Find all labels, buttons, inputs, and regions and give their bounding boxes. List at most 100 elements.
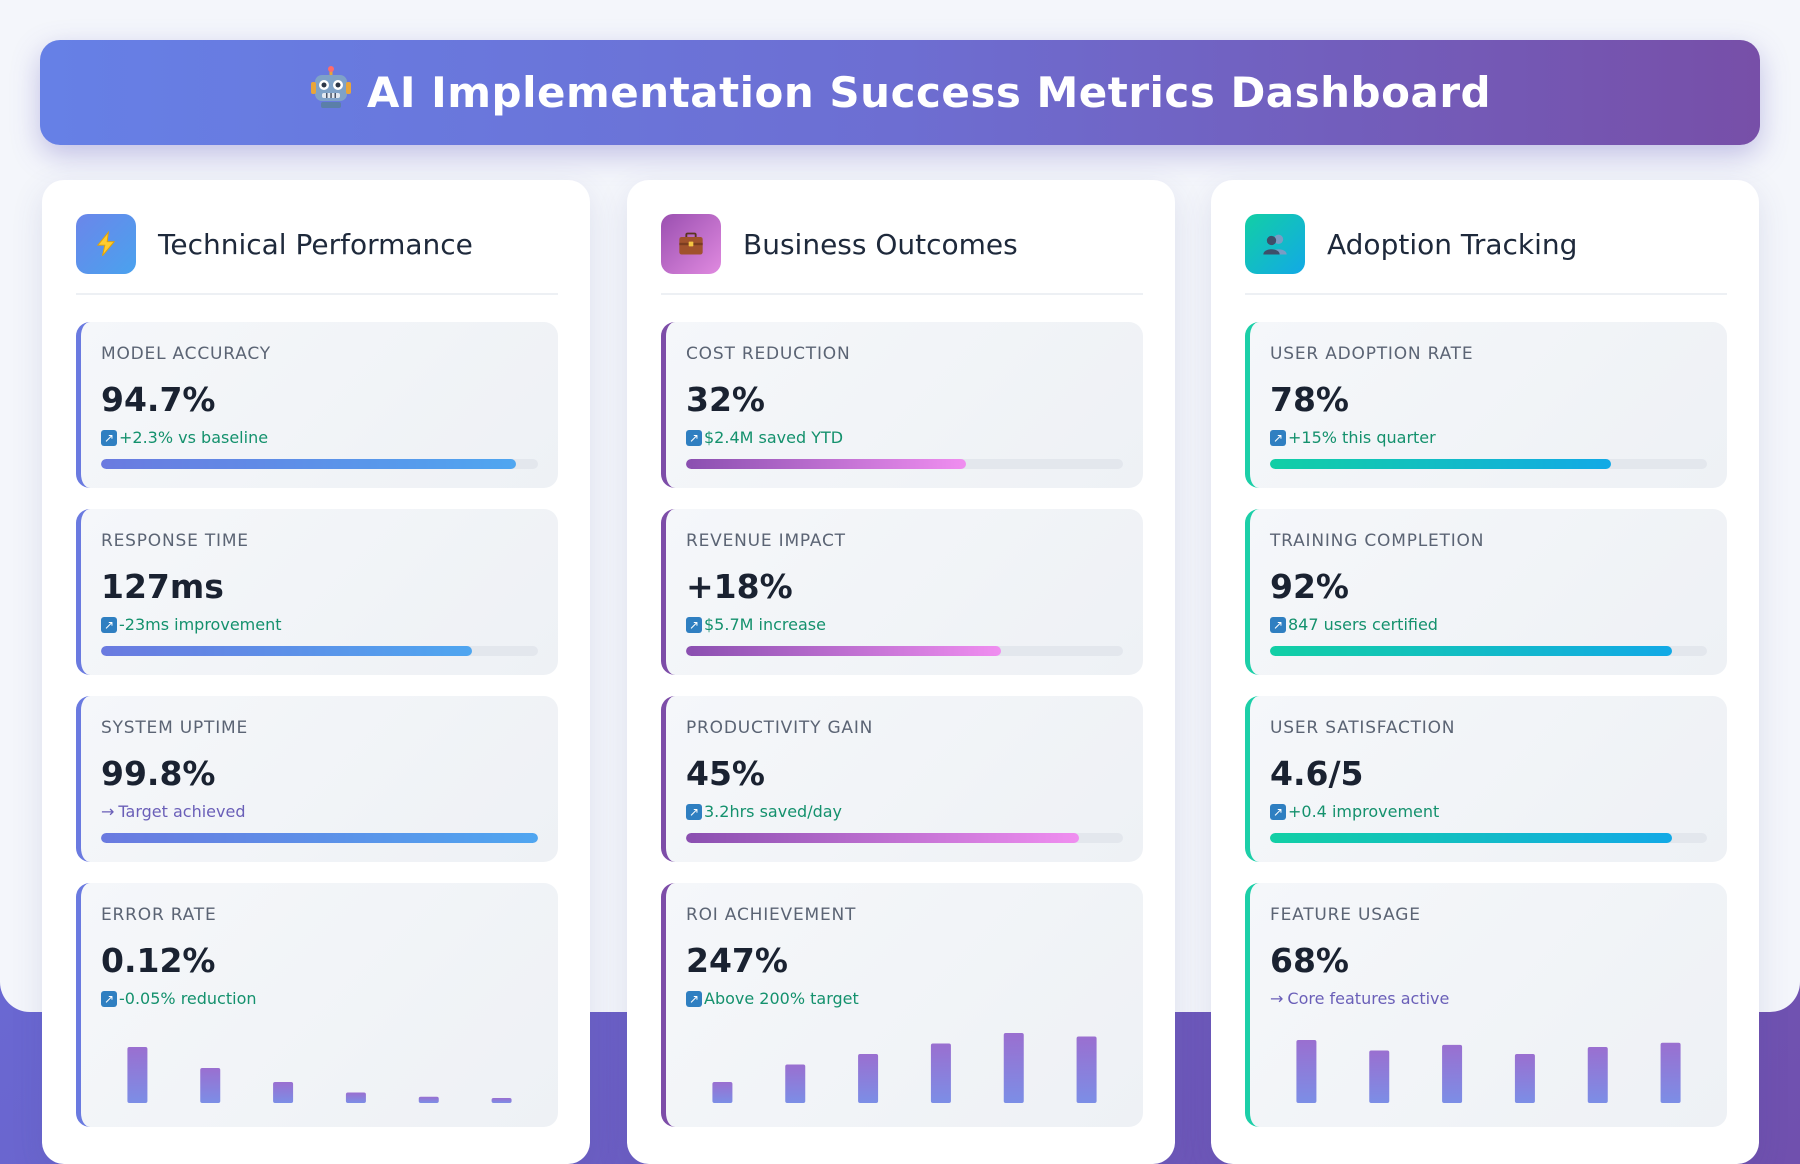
- technical-performance-panel: Technical Performance MODEL ACCURACY 94.…: [42, 180, 590, 1164]
- panel-title: Business Outcomes: [743, 227, 1018, 261]
- progress-fill: [1270, 833, 1673, 843]
- metric-change: ↗ -0.05% reduction: [101, 989, 257, 1008]
- metric-change-text: +2.3% vs baseline: [119, 428, 269, 447]
- metric-change: ↗ +15% this quarter: [1270, 428, 1436, 447]
- progress-track: [101, 459, 538, 469]
- metric-label: ERROR RATE: [101, 905, 217, 925]
- progress-fill: [1270, 459, 1611, 469]
- metric-change: → Target achieved: [101, 802, 246, 821]
- progress-fill: [101, 459, 517, 469]
- divider: [1245, 293, 1727, 295]
- progress-track: [686, 646, 1123, 656]
- trend-up-icon: ↗: [686, 616, 702, 633]
- trend-up-icon: ↗: [1270, 616, 1286, 633]
- metric-card-training-completion: TRAINING COMPLETION 92% ↗ 847 users certi…: [1245, 509, 1727, 675]
- metric-change: ↗ Above 200% target: [686, 989, 859, 1008]
- divider: [661, 293, 1143, 295]
- mini-chart-bar: [127, 1047, 148, 1103]
- metric-change-text: 847 users certified: [1288, 615, 1438, 634]
- mini-chart-bar: [273, 1082, 294, 1103]
- progress-track: [686, 833, 1123, 843]
- metric-value: 4.6/5: [1270, 754, 1364, 793]
- metric-change-text: $5.7M increase: [704, 615, 826, 634]
- mini-chart-bar: [1076, 1036, 1097, 1103]
- metric-change: ↗ 847 users certified: [1270, 615, 1438, 634]
- progress-fill: [101, 833, 538, 843]
- metric-change-text: +15% this quarter: [1288, 428, 1436, 447]
- metric-change-text: -23ms improvement: [119, 615, 282, 634]
- metric-card-cost-reduction: COST REDUCTION 32% ↗ $2.4M saved YTD: [661, 322, 1143, 488]
- metric-change-text: Above 200% target: [704, 989, 859, 1008]
- progress-track: [1270, 459, 1707, 469]
- metric-label: MODEL ACCURACY: [101, 344, 271, 364]
- metric-card-response-time: RESPONSE TIME 127ms ↗ -23ms improvement: [76, 509, 558, 675]
- progress-fill: [686, 833, 1080, 843]
- trend-up-icon: ↗: [1270, 803, 1286, 820]
- mini-chart-bar: [1003, 1033, 1024, 1103]
- metric-value: 78%: [1270, 380, 1349, 419]
- panel-header: Technical Performance: [76, 214, 558, 274]
- metric-card-model-accuracy: MODEL ACCURACY 94.7% ↗ +2.3% vs baseline: [76, 322, 558, 488]
- mini-bar-chart: [712, 1033, 1097, 1103]
- mini-chart-bar: [345, 1092, 366, 1103]
- metric-value: 94.7%: [101, 380, 216, 419]
- adoption-tracking-panel: Adoption Tracking USER ADOPTION RATE 78%…: [1211, 180, 1759, 1164]
- metric-change-text: $2.4M saved YTD: [704, 428, 844, 447]
- metric-label: ROI ACHIEVEMENT: [686, 905, 857, 925]
- metric-card-revenue-impact: REVENUE IMPACT +18% ↗ $5.7M increase: [661, 509, 1143, 675]
- metric-change: → Core features active: [1270, 989, 1449, 1008]
- mini-chart-bar: [200, 1068, 221, 1103]
- trend-up-icon: ↗: [1270, 429, 1286, 446]
- metric-label: COST REDUCTION: [686, 344, 851, 364]
- metric-card-productivity-gain: PRODUCTIVITY GAIN 45% ↗ 3.2hrs saved/day: [661, 696, 1143, 862]
- divider: [76, 293, 558, 295]
- mini-chart-bar: [1587, 1047, 1608, 1103]
- trend-up-icon: ↗: [101, 616, 117, 633]
- mini-chart-bar: [1369, 1050, 1390, 1103]
- progress-track: [686, 459, 1123, 469]
- trend-up-icon: ↗: [101, 429, 117, 446]
- users-icon: [1245, 214, 1305, 274]
- trend-up-icon: ↗: [686, 990, 702, 1007]
- panel-title: Adoption Tracking: [1327, 227, 1578, 261]
- trend-up-icon: ↗: [686, 803, 702, 820]
- mini-chart-bar: [1514, 1054, 1535, 1103]
- metric-label: PRODUCTIVITY GAIN: [686, 718, 874, 738]
- metric-change: ↗ $5.7M increase: [686, 615, 826, 634]
- metric-value: 68%: [1270, 941, 1349, 980]
- progress-track: [101, 833, 538, 843]
- dashboard-header: AI Implementation Success Metrics Dashbo…: [40, 40, 1760, 145]
- progress-fill: [1270, 646, 1673, 656]
- metric-value: 247%: [686, 941, 788, 980]
- mini-chart-bar: [785, 1064, 806, 1103]
- lightning-icon: [76, 214, 136, 274]
- metric-label: FEATURE USAGE: [1270, 905, 1421, 925]
- metric-card-user-satisfaction: USER SATISFACTION 4.6/5 ↗ +0.4 improvemen…: [1245, 696, 1727, 862]
- panel-header: Adoption Tracking: [1245, 214, 1727, 274]
- metric-change-text: Target achieved: [118, 802, 246, 821]
- page-title: AI Implementation Success Metrics Dashbo…: [309, 65, 1492, 120]
- metric-change-text: +0.4 improvement: [1288, 802, 1440, 821]
- mini-chart-bar: [1296, 1040, 1317, 1103]
- metric-card-error-rate: ERROR RATE 0.12% ↗ -0.05% reduction: [76, 883, 558, 1127]
- panel-header: Business Outcomes: [661, 214, 1143, 274]
- metric-change: ↗ +0.4 improvement: [1270, 802, 1439, 821]
- mini-chart-bar: [930, 1043, 951, 1103]
- mini-chart-bar: [712, 1082, 733, 1103]
- progress-track: [101, 646, 538, 656]
- progress-track: [1270, 833, 1707, 843]
- metric-value: 99.8%: [101, 754, 216, 793]
- metric-change: ↗ $2.4M saved YTD: [686, 428, 843, 447]
- progress-fill: [686, 646, 1001, 656]
- trend-up-icon: ↗: [101, 990, 117, 1007]
- metric-card-system-uptime: SYSTEM UPTIME 99.8% → Target achieved: [76, 696, 558, 862]
- dashboard-title-text: AI Implementation Success Metrics Dashbo…: [366, 68, 1492, 117]
- mini-chart-bar: [1660, 1042, 1681, 1103]
- mini-bar-chart: [1296, 1040, 1681, 1103]
- metric-label: TRAINING COMPLETION: [1270, 531, 1485, 551]
- progress-fill: [101, 646, 473, 656]
- metric-card-user-adoption-rate: USER ADOPTION RATE 78% ↗ +15% this quarte…: [1245, 322, 1727, 488]
- metric-change-text: 3.2hrs saved/day: [704, 802, 843, 821]
- arrow-right-icon: →: [101, 802, 115, 821]
- trend-up-icon: ↗: [686, 429, 702, 446]
